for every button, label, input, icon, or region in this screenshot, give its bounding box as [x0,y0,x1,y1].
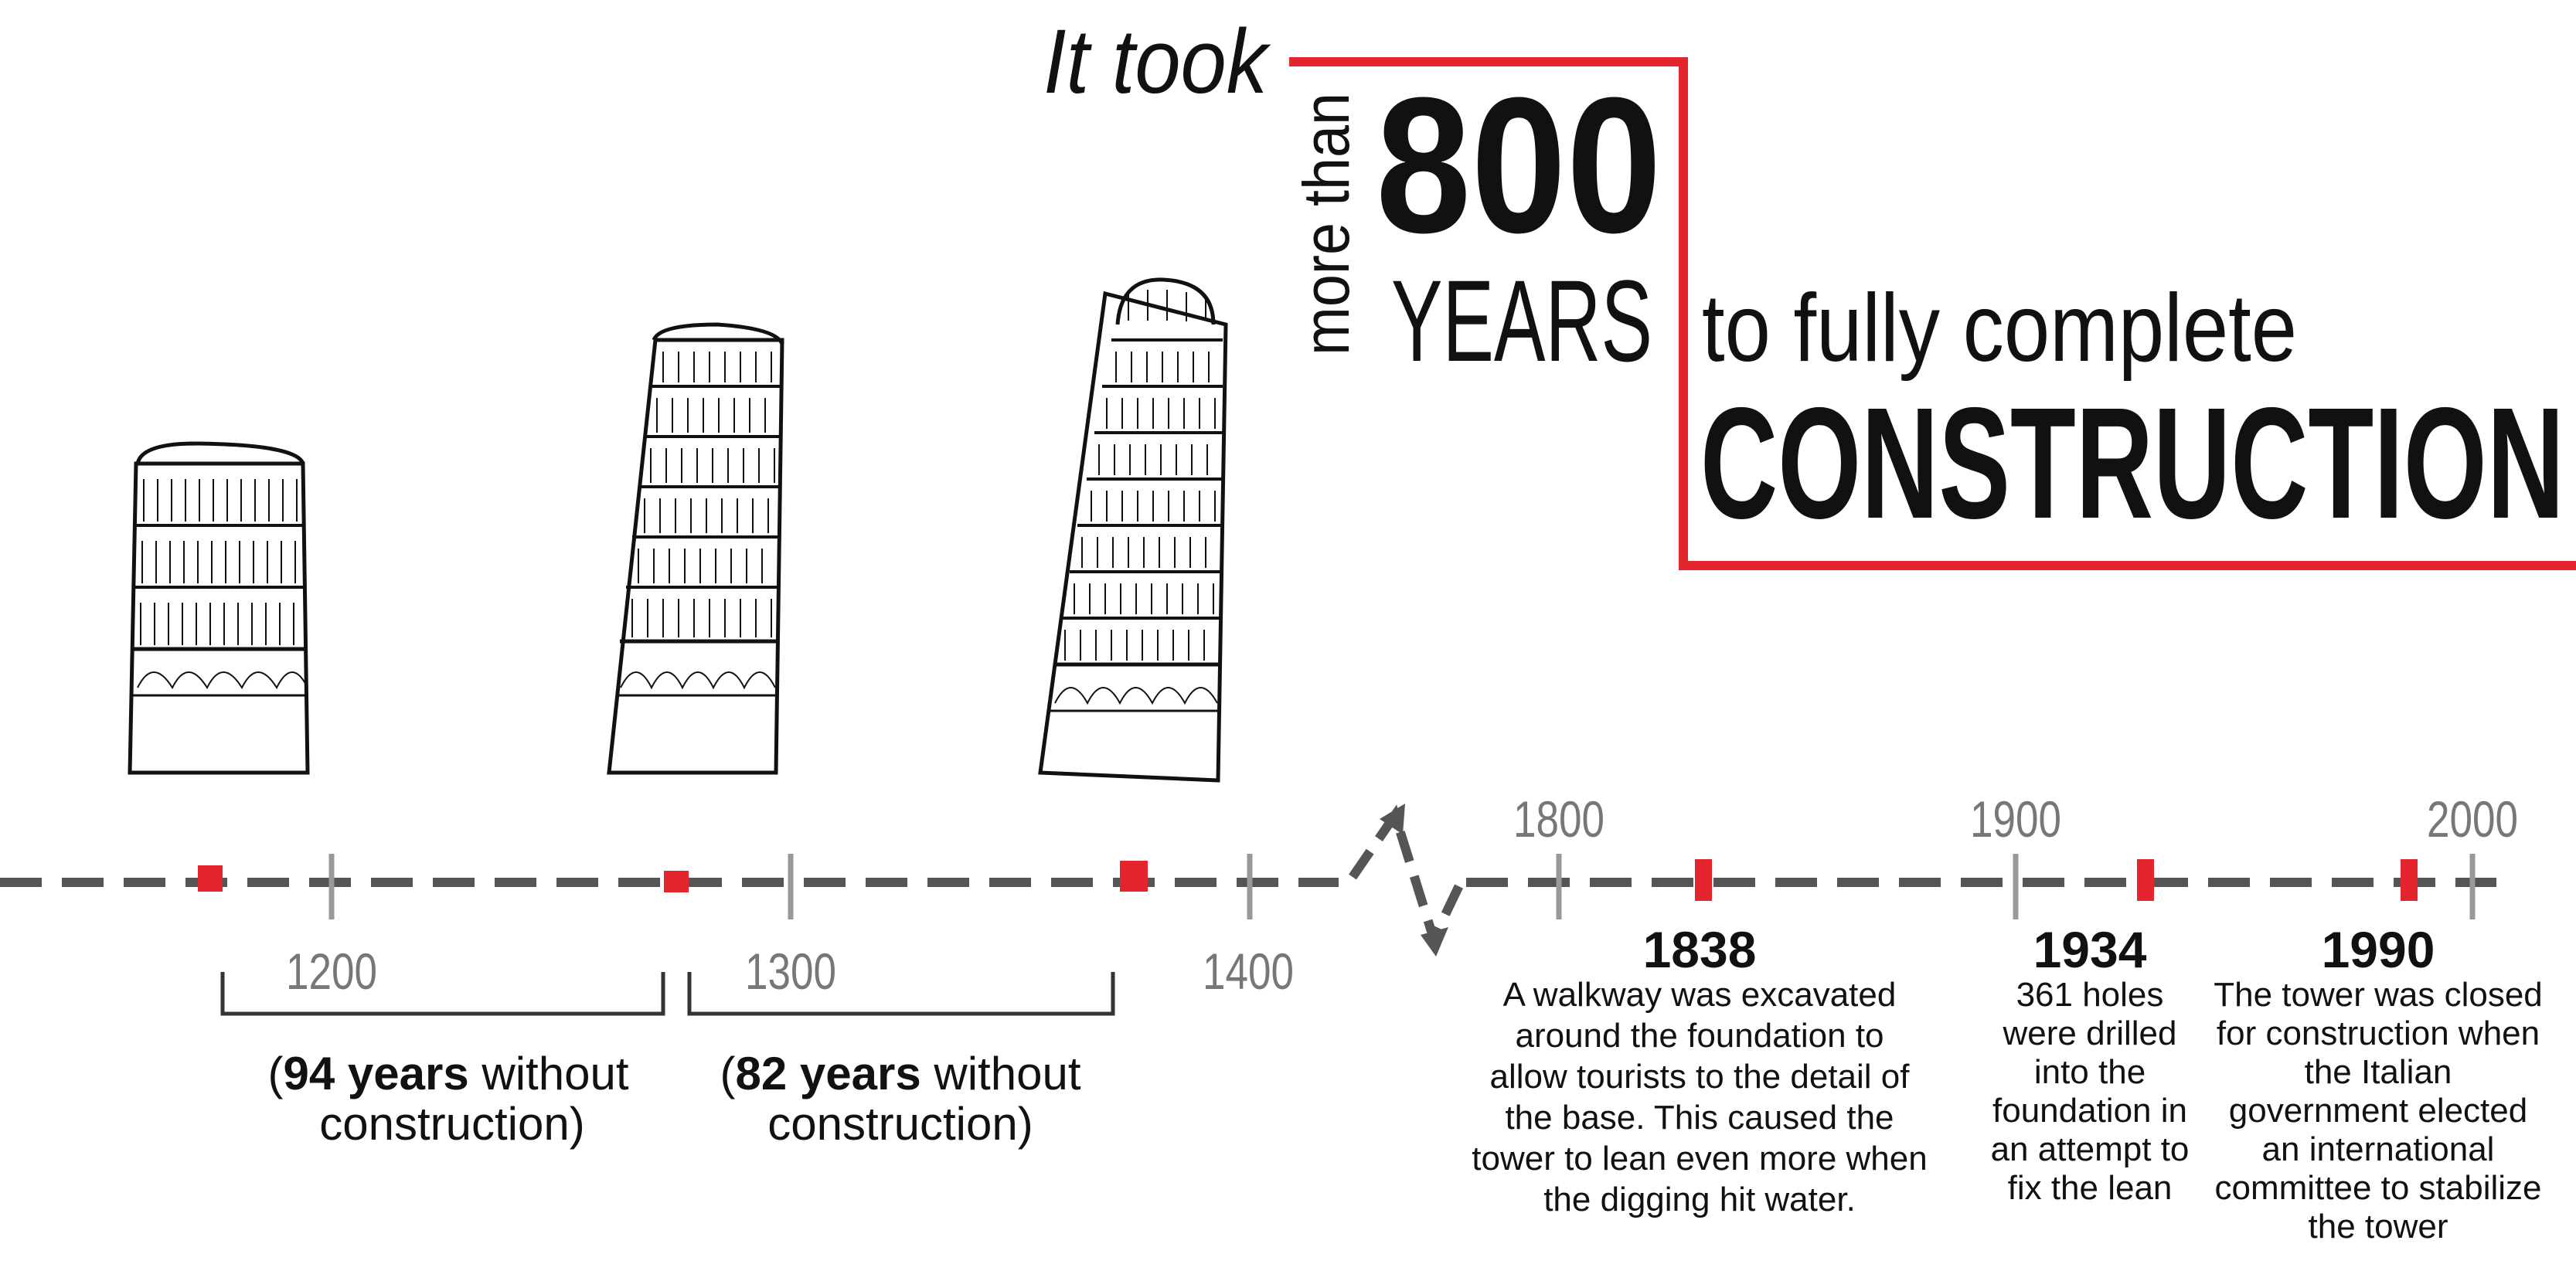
event-1838-line-6: the digging hit water. [1543,1181,1856,1218]
svg-text:(94 years without: (94 years without [268,1048,629,1099]
event-1934-line-5: an attempt to [1991,1130,2190,1168]
tower-stage-2 [607,322,784,775]
gap-1-rest: without [469,1048,629,1099]
headline: It took more than 800 YEARS to fully com… [1043,11,2576,570]
timeline-break-zigzag [1349,804,1465,952]
event-1990-line-1: The tower was closed [2214,976,2543,1014]
event-1990: 1990 The tower was closed for constructi… [2214,921,2543,1246]
marker-stage-1 [198,865,223,892]
tower-stage-1-drawing [128,441,310,775]
tick-label-1300: 1300 [745,943,836,1000]
marker-1934 [2137,859,2154,901]
event-1934-line-3: into the [2034,1053,2146,1091]
gap-2-rest: without [921,1048,1081,1099]
event-1990-line-7: the tower [2309,1208,2448,1246]
gap-caption-2: (82 years without construction) [720,1048,1081,1150]
event-1990-line-4: government elected [2229,1092,2527,1130]
tower-stage-3 [1038,277,1228,783]
gap-caption-1: (94 years without construction) [268,1048,629,1150]
tick-label-1200: 1200 [286,943,377,1000]
tick-label-1800: 1800 [1513,790,1604,848]
event-1838-line-5: tower to lean even more when [1472,1140,1927,1178]
event-1838-line-3: allow tourists to the detail of [1490,1058,1911,1096]
tower-stage-1 [128,441,310,775]
tower-stage-2-drawing [607,322,784,775]
tick-label-1900: 1900 [1970,790,2061,848]
event-1934: 1934 361 holes were drilled into the fou… [1991,921,2190,1207]
timeline: 1200 1300 1400 1800 1900 2000 [0,790,2518,1016]
event-1990-line-5: an international [2262,1130,2495,1168]
timeline-break-arrow-down-icon [1421,927,1448,957]
gap-bracket-1 [220,972,665,1016]
gap-2-years: 82 years [735,1048,920,1099]
event-1838-line-4: the base. This caused the [1505,1099,1894,1137]
event-1838-line-2: around the foundation to [1515,1017,1884,1055]
eight-hundred-number: 800 [1376,57,1662,273]
event-1838: 1838 A walkway was excavated around the … [1472,921,1927,1218]
gap-1-line2: construction) [319,1098,584,1150]
marker-1838 [1695,859,1712,901]
event-1934-line-6: fix the lean [2008,1169,2173,1207]
gap-1-years: 94 years [283,1048,468,1099]
event-1934-line-2: were drilled [2003,1014,2177,1052]
event-1990-line-3: the Italian [2305,1053,2452,1091]
event-1838-year: 1838 [1643,921,1757,978]
event-1934-line-1: 361 holes [2016,976,2164,1014]
event-1990-year: 1990 [2322,921,2435,978]
marker-stage-2 [664,871,689,892]
event-1934-line-4: foundation in [1992,1092,2187,1130]
more-than-text: more than [1290,93,1363,355]
headline-red-bracket [1289,57,2576,570]
it-took-text: It took [1043,11,1271,113]
svg-text:(82 years without: (82 years without [720,1048,1081,1099]
tick-label-1400: 1400 [1203,943,1294,1000]
years-text: YEARS [1391,256,1652,386]
gap-2-line2: construction) [767,1098,1033,1150]
event-1934-year: 1934 [2033,921,2147,978]
gap-bracket-2 [687,972,1115,1016]
timeline-break-arrow-up-icon [1380,804,1405,834]
event-1838-line-1: A walkway was excavated [1503,976,1897,1014]
marker-1990 [2401,859,2418,901]
marker-stage-3 [1120,861,1148,892]
event-1990-line-6: committee to stabilize [2214,1169,2541,1207]
construction-text: CONSTRUCTION [1700,375,2564,552]
event-1990-line-2: for construction when [2217,1014,2540,1052]
tower-stage-3-drawing [1038,277,1228,783]
tick-label-2000: 2000 [2427,790,2518,848]
to-fully-complete-text: to fully complete [1702,275,2297,382]
